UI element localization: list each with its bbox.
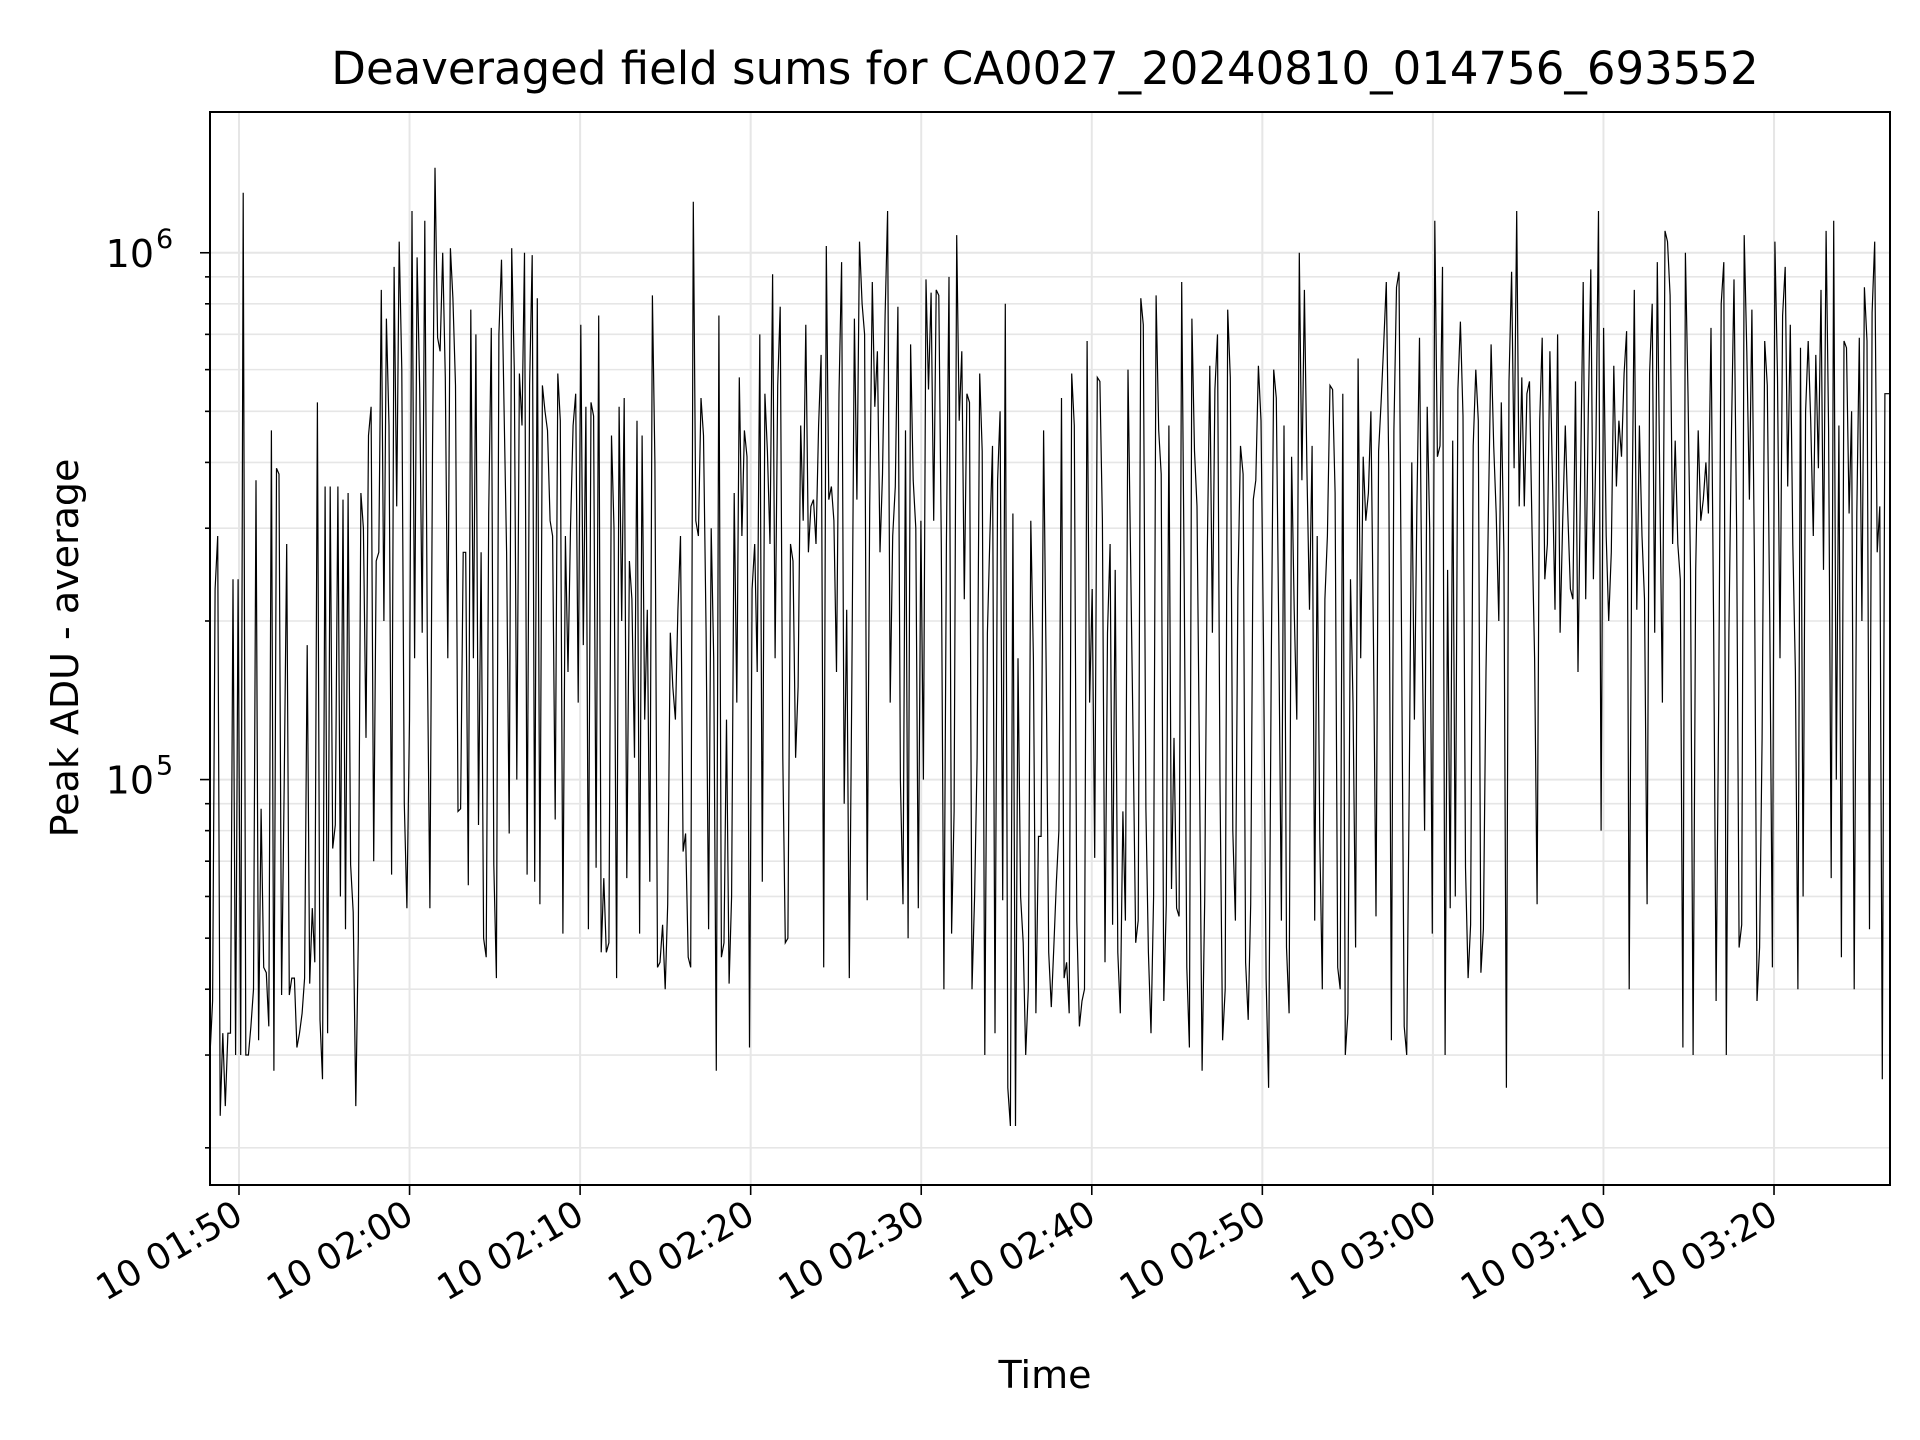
y-tick-label: 10 — [106, 759, 154, 803]
grid-lines — [210, 112, 1890, 1185]
plot-frame — [209, 111, 1891, 1186]
y-axis-label: Peak ADU - average — [43, 459, 87, 838]
y-tick-label-exponent: 6 — [156, 224, 173, 255]
y-tick-label: 10 — [106, 232, 154, 276]
series-line — [209, 167, 1890, 1127]
y-tick-label-exponent: 5 — [156, 751, 173, 782]
x-axis-label: Time — [998, 1353, 1092, 1397]
chart-title: Deaveraged field sums for CA0027_2024081… — [331, 42, 1758, 95]
